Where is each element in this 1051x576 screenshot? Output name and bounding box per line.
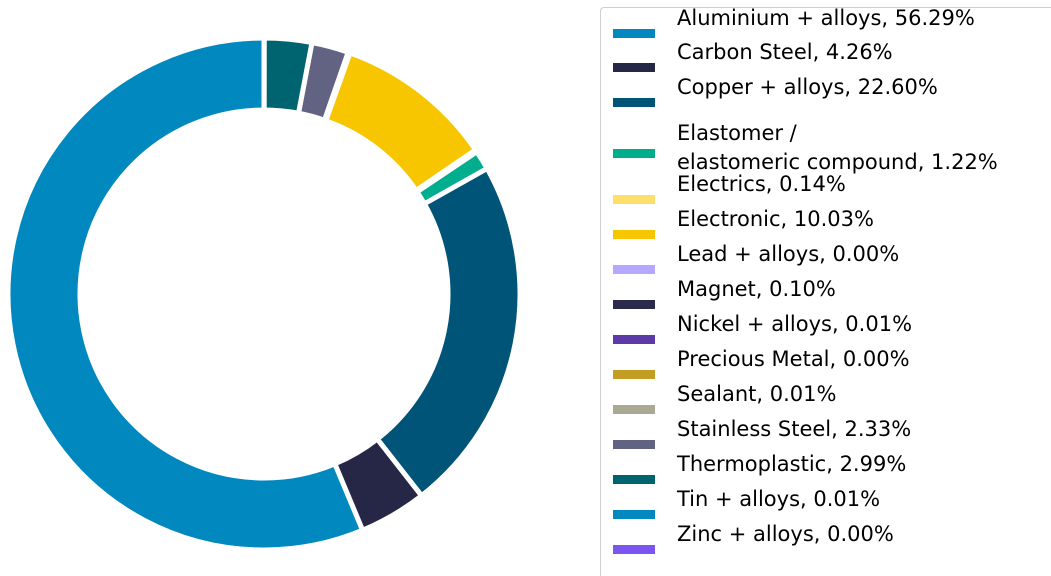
legend-label-sealant: Sealant, 0.01% <box>677 381 837 406</box>
donut-chart <box>5 35 523 553</box>
legend-swatch-copper <box>613 98 655 107</box>
legend-label-magnet: Magnet, 0.10% <box>677 276 836 301</box>
legend-label-zinc: Zinc + alloys, 0.00% <box>677 521 894 546</box>
legend-swatch-sealant <box>613 405 655 414</box>
legend-swatch-electrics <box>613 195 655 204</box>
legend-swatch-precious-metal <box>613 370 655 379</box>
legend-label-carbon-steel: Carbon Steel, 4.26% <box>677 39 893 64</box>
donut-slice-2 <box>373 165 523 500</box>
donut-slice-0 <box>5 35 366 553</box>
legend-label-nickel: Nickel + alloys, 0.01% <box>677 311 913 336</box>
legend-swatch-lead <box>613 265 655 274</box>
legend-label-thermoplastic: Thermoplastic, 2.99% <box>677 451 907 476</box>
legend-label-electrics: Electrics, 0.14% <box>677 171 846 196</box>
legend-swatch-magnet <box>613 300 655 309</box>
legend-swatch-carbon-steel <box>613 63 655 72</box>
legend-swatch-aluminium <box>613 29 655 38</box>
legend-swatch-zinc <box>613 545 655 554</box>
legend-label-elastomer-line2: elastomeric compound, 1.22% <box>677 150 998 174</box>
legend-label-copper: Copper + alloys, 22.60% <box>677 74 938 99</box>
legend-swatch-electronic <box>613 230 655 239</box>
legend: Aluminium + alloys, 56.29% Carbon Steel,… <box>600 5 1051 576</box>
legend-label-tin: Tin + alloys, 0.01% <box>677 486 881 511</box>
legend-swatch-nickel <box>613 335 655 344</box>
legend-swatch-tin <box>613 510 655 519</box>
legend-swatch-stainless-steel <box>613 440 655 449</box>
legend-label-lead: Lead + alloys, 0.00% <box>677 241 900 266</box>
legend-swatch-elastomer <box>613 149 655 158</box>
legend-label-precious-metal: Precious Metal, 0.00% <box>677 346 910 371</box>
legend-label-electronic: Electronic, 10.03% <box>677 206 874 231</box>
legend-label-aluminium: Aluminium + alloys, 56.29% <box>677 5 975 30</box>
legend-swatch-thermoplastic <box>613 475 655 484</box>
legend-label-stainless-steel: Stainless Steel, 2.33% <box>677 416 912 441</box>
legend-label-elastomer-line1: Elastomer / <box>677 121 797 145</box>
